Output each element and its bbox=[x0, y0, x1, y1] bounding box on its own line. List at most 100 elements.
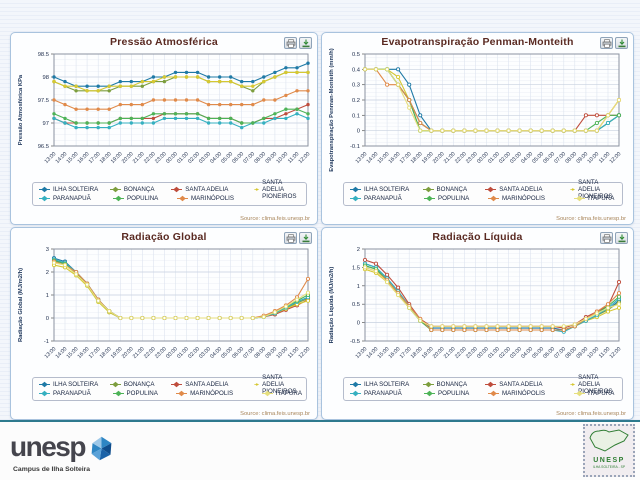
svg-text:3: 3 bbox=[46, 247, 49, 253]
export-button[interactable] bbox=[615, 37, 628, 49]
chart-title: Radiação Líquida bbox=[432, 231, 523, 243]
svg-text:13:00: 13:00 bbox=[355, 346, 369, 360]
svg-text:13:00: 13:00 bbox=[44, 346, 58, 360]
legend-marker-icon bbox=[569, 188, 576, 191]
svg-text:1: 1 bbox=[357, 284, 360, 290]
legend-item: MARINÓPOLIS bbox=[488, 195, 574, 202]
plot-area: -0.5 0 0.5 1 1.5 2 13:00 14:00 15:00 16:00 17:00 18… bbox=[335, 244, 625, 375]
svg-text:22:00: 22:00 bbox=[143, 151, 157, 165]
legend-item: ILHA SOLTEIRA bbox=[350, 186, 423, 193]
svg-text:97: 97 bbox=[43, 121, 49, 127]
svg-text:17:00: 17:00 bbox=[88, 151, 102, 165]
export-button[interactable] bbox=[615, 232, 628, 244]
svg-text:03:00: 03:00 bbox=[198, 346, 212, 360]
svg-text:18:00: 18:00 bbox=[99, 151, 113, 165]
svg-text:07:00: 07:00 bbox=[242, 346, 256, 360]
legend-label: MARINÓPOLIS bbox=[502, 390, 545, 397]
svg-text:08:00: 08:00 bbox=[564, 346, 578, 360]
legend-item: POPULINA bbox=[113, 195, 177, 202]
svg-text:21:00: 21:00 bbox=[132, 151, 146, 165]
svg-text:02:00: 02:00 bbox=[498, 346, 512, 360]
svg-text:20:00: 20:00 bbox=[432, 151, 446, 165]
legend-marker-icon bbox=[261, 390, 273, 397]
legend-item: SANTA ADELIA bbox=[171, 186, 253, 193]
chart-panel-radiacao-liquida: Radiação Líquida Radiação Líquida (MJ/m2… bbox=[321, 227, 634, 420]
svg-text:0.4: 0.4 bbox=[352, 67, 361, 73]
legend: ILHA SOLTEIRA BONANÇA SANTA ADELIA SANTA AD… bbox=[343, 374, 623, 401]
legend-label: SANTA ADELIA bbox=[185, 186, 229, 193]
legend-label: POPULINA bbox=[127, 195, 159, 202]
svg-text:00:00: 00:00 bbox=[476, 151, 490, 165]
svg-text:04:00: 04:00 bbox=[520, 151, 534, 165]
svg-text:03:00: 03:00 bbox=[509, 151, 523, 165]
stamp-org-label: UNESP bbox=[593, 457, 625, 464]
legend-item: BONANÇA bbox=[422, 186, 486, 193]
svg-text:02:00: 02:00 bbox=[498, 151, 512, 165]
export-button[interactable] bbox=[299, 37, 312, 49]
legend-label: POPULINA bbox=[438, 195, 470, 202]
svg-text:20:00: 20:00 bbox=[432, 346, 446, 360]
svg-text:-0.5: -0.5 bbox=[350, 339, 360, 345]
svg-text:01:00: 01:00 bbox=[176, 151, 190, 165]
legend-marker-icon bbox=[488, 195, 499, 202]
legend-label: SANTA ADELIA bbox=[499, 381, 543, 388]
legend-label: SANTA ADELIA bbox=[185, 381, 229, 388]
svg-text:15:00: 15:00 bbox=[377, 346, 391, 360]
svg-text:10:00: 10:00 bbox=[276, 346, 290, 360]
svg-text:04:00: 04:00 bbox=[209, 346, 223, 360]
plot-area: 96.5 97 97.5 98 98.5 13:00 14:00 15:00 16:00 17:0… bbox=[24, 49, 314, 180]
svg-text:98: 98 bbox=[43, 75, 49, 81]
svg-text:0: 0 bbox=[357, 129, 360, 135]
legend-item: POPULINA bbox=[424, 390, 488, 397]
legend-marker-icon bbox=[485, 186, 497, 193]
svg-text:08:00: 08:00 bbox=[253, 346, 267, 360]
print-button[interactable] bbox=[600, 232, 613, 244]
legend-item: SANTA ADELIA PIONEIROS bbox=[253, 179, 302, 200]
svg-text:96.5: 96.5 bbox=[38, 144, 49, 150]
export-button[interactable] bbox=[299, 232, 312, 244]
legend-item: POPULINA bbox=[424, 195, 488, 202]
unesp-globe-icon bbox=[88, 435, 115, 467]
svg-text:20:00: 20:00 bbox=[121, 151, 135, 165]
print-button[interactable] bbox=[284, 37, 297, 49]
legend-marker-icon bbox=[113, 195, 124, 202]
legend-label: MARINÓPOLIS bbox=[190, 390, 234, 397]
svg-text:1.5: 1.5 bbox=[352, 265, 360, 271]
legend: ILHA SOLTEIRA BONANÇA SANTA ADELIA SANTA AD… bbox=[32, 179, 307, 206]
legend-item: SANTA ADELIA PIONEIROS bbox=[569, 374, 618, 395]
legend-marker-icon bbox=[350, 186, 361, 193]
print-button[interactable] bbox=[600, 37, 613, 49]
download-icon bbox=[618, 39, 625, 47]
svg-text:22:00: 22:00 bbox=[454, 151, 468, 165]
legend-marker-icon bbox=[488, 390, 499, 397]
legend-item: SANTA ADELIA bbox=[171, 381, 253, 388]
svg-text:-0.1: -0.1 bbox=[350, 144, 360, 150]
svg-text:05:00: 05:00 bbox=[531, 151, 545, 165]
source-label: Source: clima.feis.unesp.br bbox=[556, 216, 626, 222]
legend-marker-icon bbox=[171, 186, 183, 193]
svg-text:0.5: 0.5 bbox=[352, 52, 360, 58]
svg-text:10:00: 10:00 bbox=[276, 151, 290, 165]
svg-text:05:00: 05:00 bbox=[220, 151, 234, 165]
svg-text:07:00: 07:00 bbox=[553, 346, 567, 360]
legend-item: ILHA SOLTEIRA bbox=[39, 381, 110, 388]
svg-text:22:00: 22:00 bbox=[143, 346, 157, 360]
legend-marker-icon bbox=[422, 381, 434, 388]
svg-text:19:00: 19:00 bbox=[421, 151, 435, 165]
legend-marker-icon bbox=[422, 186, 434, 193]
legend-label: ITAPURA bbox=[588, 195, 615, 202]
chart-panel-pressao-atmosferica: Pressão Atmosférica Pressão Atmosférica … bbox=[10, 32, 318, 225]
legend-marker-icon bbox=[39, 390, 50, 397]
legend-marker-icon bbox=[109, 186, 121, 193]
source-label: Source: clima.feis.unesp.br bbox=[240, 216, 310, 222]
legend-marker-icon bbox=[176, 390, 188, 397]
chart-title: Radiação Global bbox=[121, 231, 207, 243]
svg-text:09:00: 09:00 bbox=[576, 151, 590, 165]
legend-label: SANTA ADELIA PIONEIROS bbox=[262, 374, 297, 395]
stamp-location-label: ILHA SOLTEIRA - SP bbox=[592, 464, 626, 469]
svg-text:23:00: 23:00 bbox=[465, 346, 479, 360]
legend-item: PARANAPUÃ bbox=[39, 195, 113, 202]
svg-text:01:00: 01:00 bbox=[487, 346, 501, 360]
unesp-stamp: UNESP ILHA SOLTEIRA - SP bbox=[583, 424, 635, 477]
print-button[interactable] bbox=[284, 232, 297, 244]
